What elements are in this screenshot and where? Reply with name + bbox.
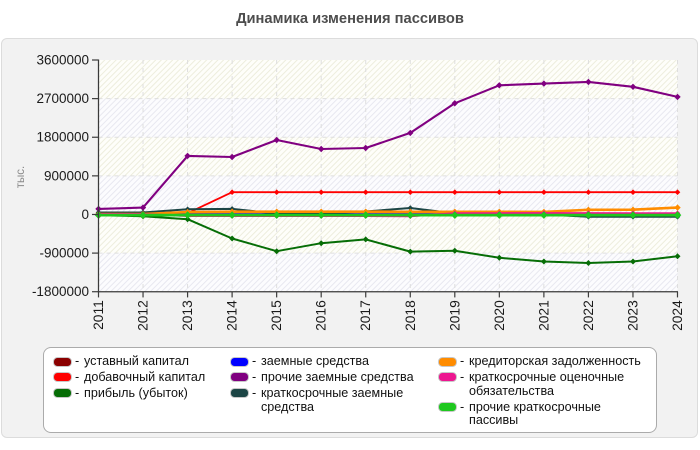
svg-text:-900000: -900000: [39, 246, 89, 261]
svg-text:2018: 2018: [403, 300, 418, 331]
svg-text:2020: 2020: [492, 300, 507, 331]
svg-text:2700000: 2700000: [36, 91, 89, 106]
svg-text:2013: 2013: [180, 300, 195, 331]
svg-text:2012: 2012: [136, 300, 151, 331]
svg-text:2016: 2016: [314, 300, 329, 331]
svg-text:2021: 2021: [536, 300, 551, 331]
svg-text:2022: 2022: [581, 300, 596, 331]
svg-text:1800000: 1800000: [36, 130, 89, 145]
svg-text:2017: 2017: [358, 300, 373, 331]
svg-text:2024: 2024: [670, 300, 685, 331]
svg-text:2015: 2015: [269, 300, 284, 331]
svg-text:3600000: 3600000: [36, 53, 89, 68]
svg-text:2019: 2019: [447, 300, 462, 331]
svg-text:2011: 2011: [91, 300, 106, 330]
svg-text:2014: 2014: [225, 300, 240, 331]
svg-text:0: 0: [81, 207, 89, 222]
svg-text:2023: 2023: [625, 300, 640, 331]
svg-text:900000: 900000: [44, 168, 89, 183]
svg-text:тыс.: тыс.: [15, 166, 27, 188]
svg-text:-1800000: -1800000: [32, 284, 89, 299]
